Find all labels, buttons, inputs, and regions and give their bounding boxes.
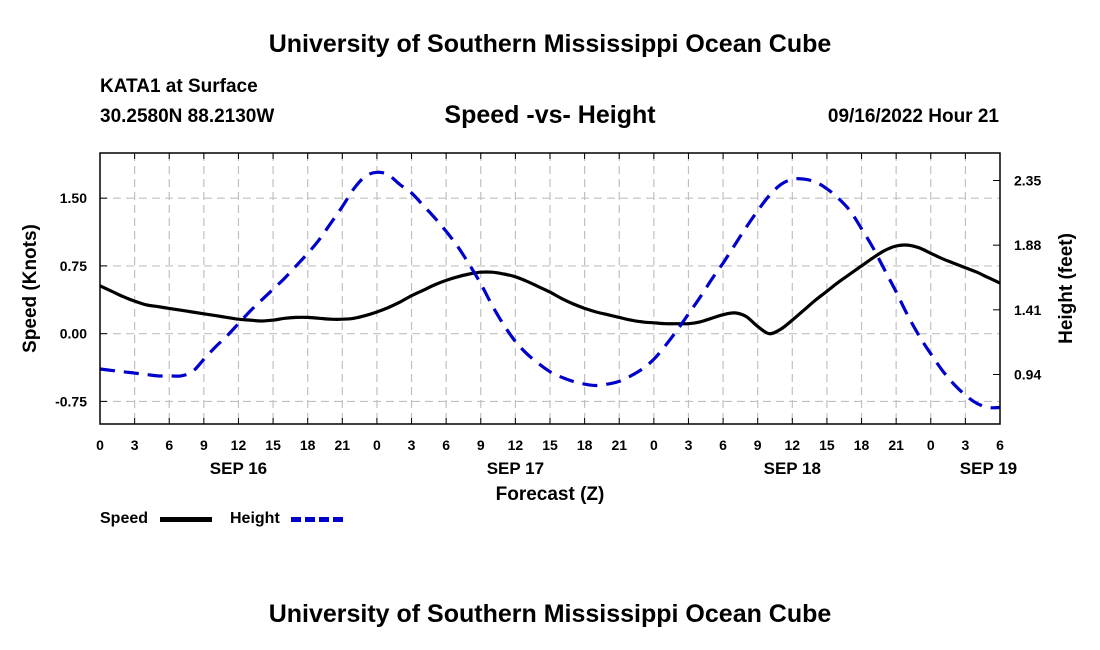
- x-day-label: SEP 19: [960, 459, 1017, 478]
- grid-layer: [100, 153, 1000, 424]
- x-tick-label: 3: [408, 437, 416, 453]
- x-tick-label: 6: [442, 437, 450, 453]
- x-tick-label: 12: [231, 437, 247, 453]
- station-label: KATA1 at Surface: [100, 76, 258, 97]
- x-tick-label: 18: [577, 437, 593, 453]
- station-coordinates: 30.2580N 88.2130W: [100, 106, 275, 127]
- x-tick-label: 9: [754, 437, 762, 453]
- x-axis-title: Forecast (Z): [496, 484, 605, 505]
- x-tick-label: 3: [685, 437, 693, 453]
- left-tick-label: 0.00: [60, 326, 87, 342]
- series-line-speed: [99, 243, 1001, 336]
- legend-speed-swatch: [160, 517, 212, 522]
- right-tick-label: 0.94: [1014, 366, 1041, 382]
- x-tick-label: 21: [335, 437, 351, 453]
- x-tick-label: 21: [888, 437, 904, 453]
- x-tick-label: 15: [819, 437, 835, 453]
- x-day-label: SEP 18: [764, 459, 821, 478]
- x-tick-label: 6: [165, 437, 173, 453]
- x-tick-label: 15: [265, 437, 281, 453]
- series-layer: [99, 170, 1001, 410]
- right-tick-label: 2.35: [1014, 173, 1041, 189]
- x-tick-label: 9: [477, 437, 485, 453]
- x-tick-label: 12: [785, 437, 801, 453]
- x-tick-label: 0: [927, 437, 935, 453]
- legend-height-swatch: [291, 517, 343, 522]
- x-tick-label: 6: [996, 437, 1004, 453]
- x-tick-label: 15: [542, 437, 558, 453]
- legend-speed-label: Speed: [100, 510, 149, 527]
- series-line-height: [99, 170, 1001, 410]
- legend-height-label: Height: [230, 510, 280, 527]
- left-tick-label: -0.75: [55, 393, 87, 409]
- right-tick-label: 1.41: [1014, 302, 1041, 318]
- page-title: University of Southern Mississippi Ocean…: [268, 30, 832, 58]
- x-tick-label: 3: [131, 437, 139, 453]
- x-tick-label: 9: [200, 437, 208, 453]
- x-tick-label: 12: [508, 437, 524, 453]
- left-tick-label: 0.75: [60, 258, 87, 274]
- x-tick-label: 6: [719, 437, 727, 453]
- tick-layer: [99, 153, 1001, 424]
- footer-title: University of Southern Mississippi Ocean…: [268, 600, 832, 628]
- x-tick-label: 0: [96, 437, 104, 453]
- x-tick-label: 0: [373, 437, 381, 453]
- x-tick-label: 3: [961, 437, 969, 453]
- left-tick-label: 1.50: [60, 190, 87, 206]
- label-layer: 0 3 6 9 12 15 18 21 0 3 6 9 12 15 18 21 0 3 6 9 12 15 18 21 0 3 6 -…: [20, 173, 1077, 505]
- x-tick-label: 0: [650, 437, 658, 453]
- right-axis-title: Height (feet): [1056, 233, 1077, 344]
- x-day-label: SEP 16: [210, 459, 267, 478]
- chart-title: Speed -vs- Height: [444, 101, 656, 129]
- left-axis-title: Speed (Knots): [20, 224, 41, 353]
- forecast-datetime: 09/16/2022 Hour 21: [827, 106, 999, 127]
- x-tick-label: 18: [300, 437, 316, 453]
- x-day-label: SEP 17: [487, 459, 544, 478]
- x-tick-label: 18: [854, 437, 870, 453]
- right-tick-label: 1.88: [1014, 237, 1041, 253]
- x-tick-label: 21: [611, 437, 627, 453]
